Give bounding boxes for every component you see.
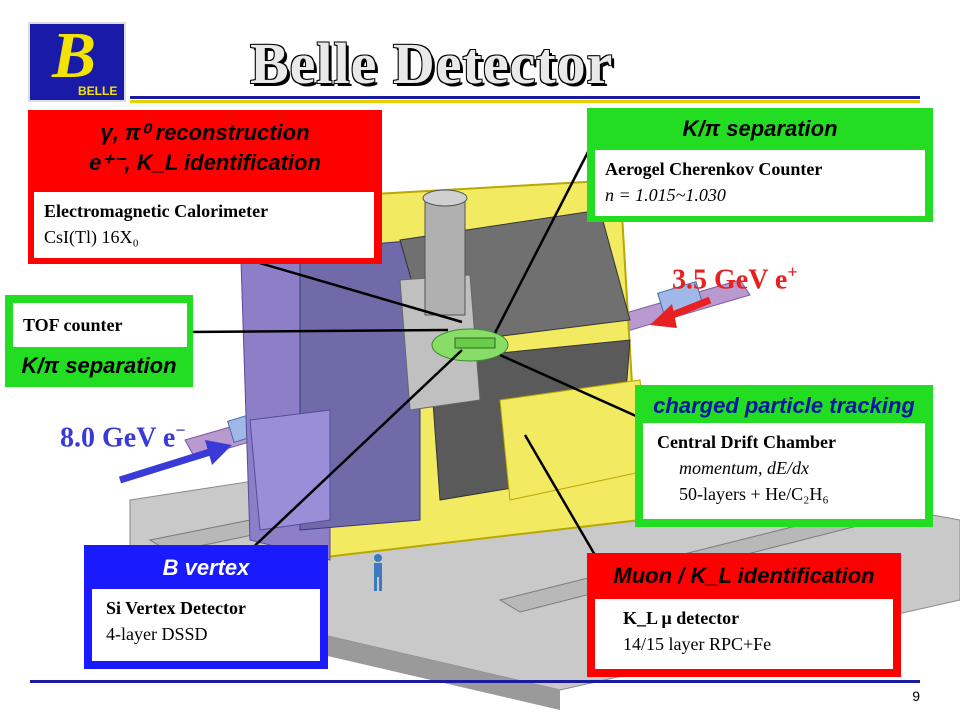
- electron-beam-arrowhead: [205, 440, 232, 465]
- solenoid-cap: [422, 189, 468, 207]
- positron-beam-sup: +: [787, 262, 798, 282]
- svd-callout: B vertex Si Vertex Detector 4-layer DSSD: [84, 545, 328, 669]
- cdc-callout: charged particle tracking Central Drift …: [635, 385, 933, 527]
- pointer-acc: [493, 147, 592, 334]
- cdc-detail-panel: Central Drift Chamber momentum, dE/dx 50…: [643, 423, 925, 519]
- ecl-header-line1: γ, π⁰ reconstruction: [100, 120, 310, 145]
- belle-logo-letter: B: [52, 19, 97, 92]
- positron-beam-text: 3.5 GeV e: [672, 264, 788, 296]
- ecl-detail-panel: Electromagnetic Calorimeter CsI(Tl) 16X₀: [34, 192, 374, 258]
- klm-callout: Muon / K_L identification K_L μ detector…: [587, 553, 901, 677]
- electron-beam-sup: −: [175, 420, 186, 440]
- acc-detail: n = 1.015~1.030: [605, 185, 726, 205]
- positron-beam-label: 3.5 GeV e+: [672, 262, 798, 296]
- page-number: 9: [912, 688, 920, 704]
- tof-detail-panel: TOF counter: [13, 303, 187, 347]
- pointer-svd: [244, 349, 463, 556]
- positron-beam-arrow: [668, 296, 712, 320]
- slide-title: Belle Detector: [250, 31, 614, 96]
- tof-callout: TOF counter K/π separation: [5, 295, 193, 387]
- tof-header: K/π separation: [21, 353, 177, 378]
- pointer-cdc: [499, 353, 646, 422]
- electron-beam-text: 8.0 GeV e: [60, 422, 176, 454]
- cdc-header: charged particle tracking: [653, 393, 915, 418]
- ecl-callout: γ, π⁰ reconstruction e⁺⁻, K_L identifica…: [28, 110, 382, 264]
- positron-beam-arrowhead: [650, 304, 677, 328]
- electron-beam-label: 8.0 GeV e−: [60, 420, 186, 454]
- interaction-point: [454, 337, 496, 349]
- cdc-name: Central Drift Chamber: [657, 432, 836, 452]
- klm-name: K_L μ detector: [623, 608, 740, 628]
- solenoid-chimney: [424, 194, 466, 316]
- acc-name: Aerogel Cherenkov Counter: [605, 159, 823, 179]
- svd-name: Si Vertex Detector: [106, 598, 246, 618]
- muon-detector: [249, 409, 331, 531]
- klm-detail-panel: K_L μ detector 14/15 layer RPC+Fe: [595, 599, 893, 669]
- belle-logo: B BELLE: [28, 19, 126, 102]
- svd-header: B vertex: [162, 555, 250, 580]
- belle-logo-text: BELLE: [78, 84, 118, 98]
- title-rule-accent: [130, 100, 920, 103]
- ecl-header-line2: e⁺⁻, K_L identification: [89, 150, 321, 175]
- ecl-name: Electromagnetic Calorimeter: [44, 201, 269, 221]
- acc-callout: K/π separation Aerogel Cherenkov Counter…: [587, 108, 933, 222]
- svd-detail: 4-layer DSSD: [106, 624, 208, 644]
- ecl-detail: CsI(Tl) 16X₀: [44, 227, 139, 247]
- electron-beam-arrow: [118, 448, 212, 484]
- human-scale-figure: [374, 554, 382, 591]
- acc-header: K/π separation: [682, 116, 838, 141]
- acc-detail-panel: Aerogel Cherenkov Counter n = 1.015~1.03…: [595, 150, 925, 216]
- title-rule: [130, 96, 920, 99]
- svd-detail-panel: Si Vertex Detector 4-layer DSSD: [92, 589, 320, 661]
- klm-detail: 14/15 layer RPC+Fe: [623, 634, 772, 654]
- cdc-detail1: momentum, dE/dx: [679, 458, 809, 478]
- tof-name: TOF counter: [23, 315, 123, 335]
- klm-header: Muon / K_L identification: [613, 563, 875, 588]
- pointer-tof: [184, 328, 449, 334]
- footer-rule: [30, 680, 920, 683]
- cdc-detail2: 50-layers + He/C₂H₆: [679, 484, 829, 504]
